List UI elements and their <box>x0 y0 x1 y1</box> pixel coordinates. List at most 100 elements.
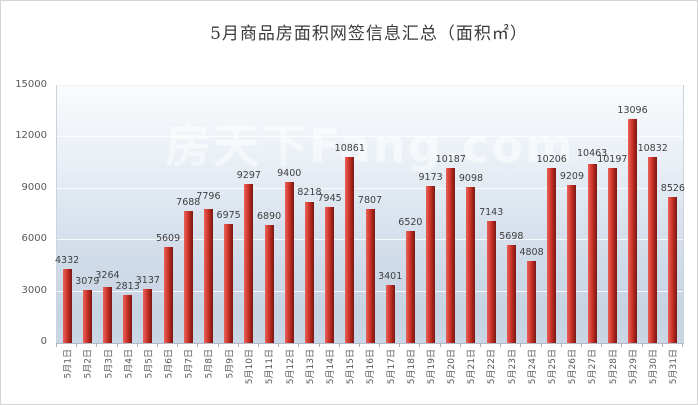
x-axis-label: 5月1日 <box>63 349 74 379</box>
x-axis-label: 5月9日 <box>225 349 236 379</box>
tick-mark <box>581 343 583 347</box>
bar <box>567 185 577 343</box>
tick-mark <box>237 343 239 347</box>
y-axis-label: 9000 <box>21 181 47 193</box>
bar <box>466 187 476 343</box>
bar-value-label: 9209 <box>559 171 585 183</box>
bar-value-label: 5698 <box>499 231 524 243</box>
tick-mark <box>520 343 522 347</box>
tick-mark <box>480 343 482 347</box>
y-axis-label: 0 <box>40 336 47 347</box>
bar <box>385 284 395 343</box>
tick-mark <box>278 343 280 347</box>
x-axis-label: 5月23日 <box>507 349 518 385</box>
bar <box>163 246 173 343</box>
tick-mark <box>601 343 603 347</box>
x-axis-label: 5月22日 <box>487 349 498 385</box>
x-axis-label: 5月4日 <box>124 349 135 379</box>
bar-value-label: 7807 <box>357 195 383 207</box>
tick-mark <box>197 343 199 347</box>
bar-value-label: 10463 <box>577 148 608 160</box>
bar <box>405 231 415 343</box>
bar-value-label: 13096 <box>617 104 648 116</box>
bar <box>446 168 456 343</box>
bar <box>82 290 92 343</box>
x-axis-label: 5月20日 <box>447 349 458 385</box>
tick-mark <box>116 343 118 347</box>
bar <box>203 209 213 343</box>
tick-mark <box>379 343 381 347</box>
x-axis-label: 5月6日 <box>164 349 175 379</box>
tick-mark <box>136 343 138 347</box>
bar <box>123 294 133 343</box>
bar <box>527 260 537 343</box>
bar-value-label: 7796 <box>196 191 221 203</box>
gridline <box>57 136 683 138</box>
bar-value-label: 5609 <box>155 232 181 244</box>
bar-value-label: 10187 <box>435 154 466 166</box>
bar-value-label: 7143 <box>479 206 504 218</box>
bar <box>304 202 314 343</box>
bar-value-label: 8526 <box>660 182 685 194</box>
bar <box>284 181 294 343</box>
gridline <box>57 85 683 86</box>
x-axis-label: 5月31日 <box>669 349 680 385</box>
tick-mark <box>560 343 562 347</box>
bar-value-label: 6520 <box>398 217 423 229</box>
x-axis-label: 5月13日 <box>305 349 316 385</box>
bar-value-label: 7688 <box>176 197 201 209</box>
bar <box>648 157 658 343</box>
bar <box>628 118 638 343</box>
x-axis-label: 5月25日 <box>548 349 559 385</box>
tick-mark <box>661 343 663 347</box>
bar <box>183 211 193 343</box>
bar <box>325 206 335 343</box>
x-axis-label: 5月15日 <box>346 349 357 385</box>
bar <box>143 289 153 343</box>
tick-mark <box>217 343 219 347</box>
bar <box>587 163 597 343</box>
x-axis-label: 5月18日 <box>406 349 417 385</box>
bar <box>244 183 254 343</box>
x-axis-label: 5月30日 <box>649 349 660 385</box>
tick-mark <box>459 343 461 347</box>
bar <box>486 220 496 343</box>
x-axis-label: 5月3日 <box>103 349 114 379</box>
bar-value-label: 9400 <box>277 167 302 179</box>
y-axis-label: 3000 <box>21 284 47 296</box>
x-axis-label: 5月19日 <box>427 349 438 385</box>
tick-mark <box>177 343 179 347</box>
x-axis-label: 5月24日 <box>528 349 539 385</box>
bar <box>62 268 72 343</box>
bar-value-label: 3401 <box>378 270 403 282</box>
bar-value-label: 10832 <box>637 143 668 155</box>
bar-value-label: 9098 <box>458 173 484 185</box>
bar-value-label: 3137 <box>135 274 160 286</box>
x-axis-label: 5月12日 <box>285 349 296 385</box>
bar-value-label: 10206 <box>536 154 567 166</box>
tick-mark <box>500 343 502 347</box>
x-axis-label: 5月26日 <box>568 349 579 385</box>
plot-area: 房天下Fang.com 4332 3079 3264 2813 3137 5609 7688… <box>55 85 685 344</box>
bar-value-label: 4808 <box>519 246 544 258</box>
x-axis-label: 5月5日 <box>144 349 155 379</box>
tick-mark <box>318 343 320 347</box>
y-axis-label: 6000 <box>21 233 47 245</box>
tick-mark <box>621 343 623 347</box>
x-axis-label: 5月28日 <box>608 349 619 385</box>
bar-value-label: 3264 <box>95 270 120 282</box>
tick-mark <box>419 343 421 347</box>
tick-mark <box>439 343 441 347</box>
bar-value-label: 10197 <box>597 154 628 166</box>
x-axis-label: 5月10日 <box>245 349 256 385</box>
y-axis-label: 15000 <box>15 79 47 90</box>
x-axis-label: 5月16日 <box>366 349 377 385</box>
tick-mark <box>56 343 57 347</box>
x-axis-label: 5月8日 <box>204 349 215 379</box>
x-axis-label: 5月2日 <box>83 349 94 379</box>
bar <box>264 224 274 343</box>
bar-value-label: 8218 <box>297 186 322 198</box>
bar-value-label: 3079 <box>75 276 100 288</box>
bar-value-label: 4332 <box>55 254 80 266</box>
bar <box>607 168 617 343</box>
